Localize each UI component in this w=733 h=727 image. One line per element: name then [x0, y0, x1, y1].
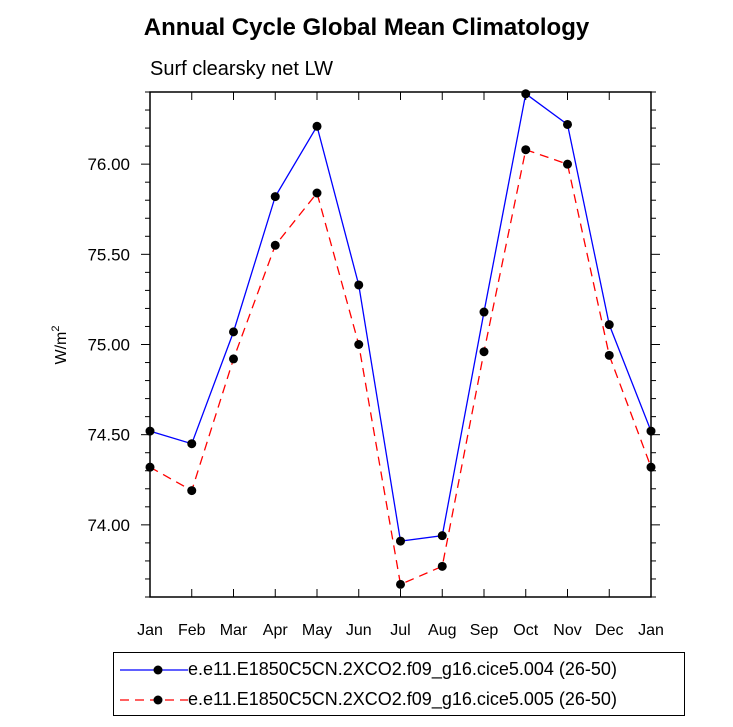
chart-title: Annual Cycle Global Mean Climatology: [143, 14, 590, 41]
x-tick-label: Dec: [595, 622, 623, 639]
x-tick-label: Aug: [428, 622, 456, 639]
data-point-series-2: [479, 347, 489, 357]
data-point-series-1: [396, 536, 405, 546]
legend-swatch-series-2: [120, 695, 188, 705]
y-tick-label: 75.50: [87, 245, 130, 264]
data-point-series-2: [229, 354, 238, 364]
legend: e.e11.E1850C5CN.2XCO2.f09_g16.cice5.004 …: [113, 652, 685, 716]
x-tick-label: Jan: [137, 622, 163, 639]
y-tick-label: 74.00: [87, 516, 130, 535]
x-tick-label: May: [302, 622, 332, 639]
data-point-series-1: [479, 307, 489, 317]
series-line-1: [149, 92, 652, 542]
data-point-series-2: [187, 486, 197, 496]
data-point-series-1: [312, 121, 322, 131]
legend-entry-series-2: e.e11.E1850C5CN.2XCO2.f09_g16.cice5.005 …: [114, 686, 684, 714]
x-tick-label: Mar: [220, 622, 248, 639]
data-point-series-1: [229, 327, 238, 337]
y-axis-label-superscript: 2: [50, 326, 62, 332]
legend-label-series-2: e.e11.E1850C5CN.2XCO2.f09_g16.cice5.005 …: [188, 689, 617, 709]
x-tick-label: Apr: [263, 622, 289, 639]
x-tick-label: Nov: [553, 622, 581, 639]
y-axis-label: W/m2: [50, 326, 70, 365]
line-chart: Jan Feb Mar Apr May Jun Jul Aug Sep Oct Nov Dec Jan 7…: [50, 89, 664, 639]
data-point-series-1: [354, 280, 364, 290]
x-tick-label: Feb: [178, 622, 206, 639]
data-point-series-2: [270, 240, 280, 250]
x-tick-label: Sep: [470, 622, 499, 639]
data-point-series-2: [354, 340, 364, 349]
data-point-series-2: [563, 159, 572, 169]
data-point-series-2: [437, 561, 447, 571]
x-tick-label: Jul: [390, 622, 410, 639]
legend-label-series-1: e.e11.E1850C5CN.2XCO2.f09_g16.cice5.004 …: [188, 659, 617, 679]
series-line-2: [149, 148, 652, 586]
y-axis-label-text: W/m: [53, 332, 70, 365]
data-point-series-1: [604, 320, 614, 330]
data-point-series-2: [521, 145, 531, 155]
plot-frame: [149, 91, 652, 598]
data-point-series-1: [187, 439, 197, 449]
legend-entry-series-1: e.e11.E1850C5CN.2XCO2.f09_g16.cice5.004 …: [114, 656, 684, 684]
data-point-series-1: [563, 119, 572, 129]
legend-swatch-series-1: [120, 665, 188, 675]
data-point-series-1: [270, 192, 280, 202]
x-tick-label: Oct: [513, 622, 538, 639]
x-tick-label: Jan: [638, 622, 664, 639]
data-point-series-2: [396, 579, 405, 589]
y-tick-label: 76.00: [87, 155, 130, 174]
data-point-series-2: [312, 188, 322, 198]
chart-subtitle: Surf clearsky net LW: [150, 58, 334, 80]
data-point-series-2: [604, 350, 614, 360]
y-tick-label: 75.00: [87, 336, 130, 355]
data-point-series-1: [437, 531, 447, 541]
x-tick-label: Jun: [346, 622, 372, 639]
y-tick-label: 74.50: [87, 426, 130, 445]
